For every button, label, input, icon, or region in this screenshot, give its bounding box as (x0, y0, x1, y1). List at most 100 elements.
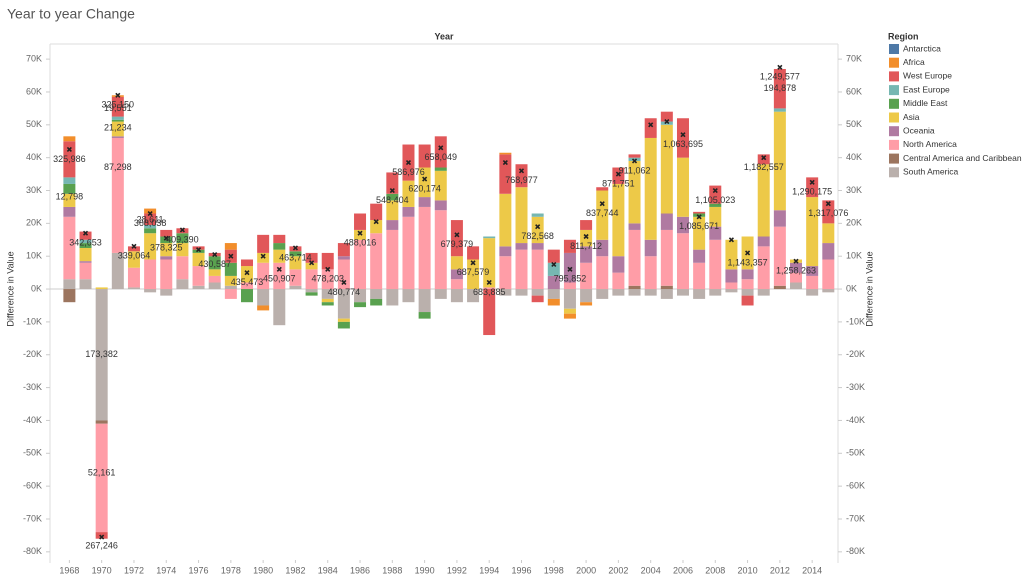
bar-segment (95, 287, 108, 290)
bar-segment (321, 302, 334, 306)
bar-segment (79, 261, 92, 263)
bar-segment (628, 160, 641, 224)
bar-segment (547, 262, 560, 276)
total-marker (212, 251, 218, 258)
bar-segment (418, 312, 431, 319)
x-tick-label: 1972 (124, 565, 144, 575)
x-tick-label: 1974 (156, 565, 176, 575)
bar-segment (434, 289, 447, 299)
total-label: 463,714 (279, 252, 312, 262)
bar-segment (596, 239, 609, 257)
bar-segment (563, 239, 576, 253)
bar-segment (160, 229, 173, 237)
bar-segment (79, 247, 92, 262)
bar-segment (644, 289, 657, 296)
bar-segment (224, 285, 237, 290)
total-label: 586,976 (392, 167, 425, 177)
y2-tick-label: 60K (846, 86, 862, 96)
total-label: 1,105,023 (695, 195, 735, 205)
bar-segment (709, 185, 722, 204)
total-label: 1,317,076 (808, 208, 848, 218)
total-marker (680, 132, 686, 138)
bar-segment (725, 239, 738, 270)
bar-segment (257, 305, 270, 311)
legend-label: North America (903, 139, 957, 149)
bar-segment (563, 313, 576, 319)
bar-segment (257, 289, 270, 306)
bar-segment (531, 243, 544, 250)
legend-swatch (889, 57, 899, 68)
bar-segment (757, 246, 770, 290)
legend-label: Asia (903, 112, 920, 122)
total-label: 911,062 (619, 165, 651, 175)
bar-segment (773, 111, 786, 211)
bar-segment (305, 289, 318, 293)
total-marker (664, 118, 670, 125)
y-tick-label: 60K (26, 86, 42, 96)
x-tick-label: 2012 (770, 565, 790, 575)
bar-segment (531, 213, 544, 217)
bar-segment (305, 292, 318, 296)
bar-segment (693, 289, 706, 299)
bar-segment (79, 279, 92, 290)
bar-segment (63, 279, 76, 290)
bar-segment (499, 152, 512, 155)
total-label: 435,473 (231, 277, 264, 287)
legend-swatch (889, 126, 899, 137)
y2-tick-label: 30K (846, 185, 862, 195)
bar-segment (160, 236, 173, 244)
total-label: 368,038 (134, 218, 167, 228)
y-tick-label: 30K (26, 185, 42, 195)
bar-segment (208, 282, 221, 290)
bar-segment (693, 249, 706, 263)
total-marker (712, 187, 718, 194)
bar-segment (160, 256, 173, 260)
bar-segment (370, 289, 383, 299)
total-marker (696, 214, 702, 220)
total-label: 339,064 (118, 251, 151, 261)
bar-segment (467, 289, 480, 303)
bar-segment (289, 285, 302, 290)
bar-segment (354, 213, 367, 230)
x-tick-label: 1980 (253, 565, 273, 575)
bar-segment (499, 256, 512, 290)
bar-segment (693, 213, 706, 217)
bar-segment (450, 289, 463, 303)
bar-segment (257, 252, 270, 263)
bar-segment (111, 136, 124, 138)
x-tick-label: 1970 (92, 565, 112, 575)
bar-segment (644, 239, 657, 257)
x-tick-label: 2008 (705, 565, 725, 575)
bar-segment (386, 172, 399, 194)
bar-segment (434, 200, 447, 211)
y2-tick-label: -20K (846, 349, 865, 359)
bar-segment (434, 136, 447, 168)
y2-tick-label: -70K (846, 513, 865, 523)
bar-segment (160, 289, 173, 296)
bar-segment (467, 259, 480, 290)
total-marker (99, 534, 105, 540)
y2-tick-label: -60K (846, 481, 865, 491)
bar-segment (628, 285, 641, 290)
y-tick-label: 50K (26, 119, 42, 129)
y2-tick-label: -80K (846, 546, 865, 556)
x-header: Year (434, 31, 454, 41)
bar-segment (418, 289, 431, 313)
bar-segment (241, 259, 253, 267)
total-marker (551, 261, 557, 267)
y2-tick-label: 10K (846, 251, 862, 261)
bar-segment (580, 246, 593, 263)
total-marker (761, 155, 767, 161)
bar-segment (418, 206, 431, 290)
bar-segment (693, 262, 706, 290)
bar-segment (757, 164, 770, 237)
bar-segment (531, 249, 544, 290)
bar-segment (612, 272, 625, 290)
bar-segment (806, 289, 819, 296)
bar-segment (741, 269, 754, 280)
x-tick-label: 2004 (641, 565, 661, 575)
total-marker (599, 201, 605, 207)
bar-segment (127, 251, 140, 268)
x-tick-label: 1976 (189, 565, 209, 575)
bar-segment (806, 275, 819, 290)
